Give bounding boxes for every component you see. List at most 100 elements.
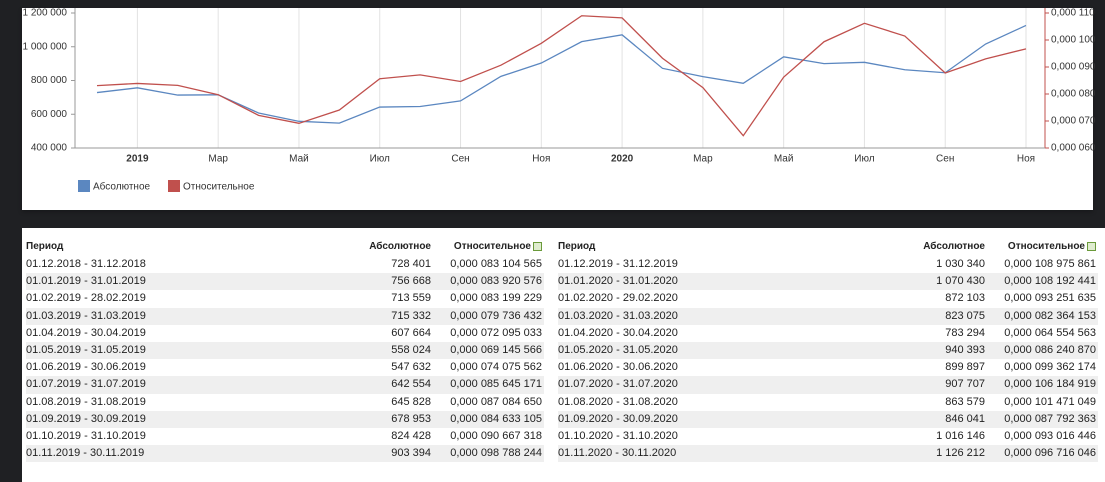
header-relative-text: Относительное	[453, 241, 531, 252]
table-row: 01.07.2019 - 31.07.2019 642 554 0,000 085 …	[26, 376, 544, 394]
header-relative: Относительное	[454, 238, 542, 256]
x-tick-label: Июл	[854, 154, 874, 165]
y2-tick-label: 0,000 060	[1051, 143, 1096, 154]
legend-label: Относительное	[183, 182, 255, 193]
cell-absolute: 715 332	[391, 309, 431, 322]
table-row: 01.10.2020 - 31.10.2020 1 016 146 0,000 09…	[558, 428, 1098, 445]
cell-relative: 0,000 064 554 563	[1004, 326, 1096, 339]
cell-absolute: 756 668	[391, 275, 431, 288]
cell-absolute: 1 016 146	[936, 429, 985, 442]
data-table: Период Абсолютное Относительное 01.12.2019 …	[558, 238, 1098, 463]
info-icon[interactable]	[533, 241, 542, 251]
cell-period: 01.02.2020 - 29.02.2020	[558, 292, 678, 305]
cell-relative: 0,000 093 016 446	[1004, 429, 1096, 442]
cell-relative: 0,000 106 184 919	[1004, 378, 1096, 391]
table-row: 01.12.2019 - 31.12.2019 1 030 340 0,000 10…	[558, 256, 1098, 273]
info-icon[interactable]	[1087, 241, 1096, 251]
cell-period: 01.03.2020 - 31.03.2020	[558, 309, 678, 322]
cell-absolute: 645 828	[391, 395, 431, 408]
cell-absolute: 713 559	[391, 292, 431, 305]
cell-relative: 0,000 098 788 244	[450, 447, 542, 460]
table-row: 01.10.2019 - 31.10.2019 824 428 0,000 090 …	[26, 428, 544, 445]
y-tick-label: 400 000	[31, 143, 68, 154]
table-row: 01.02.2020 - 29.02.2020 872 103 0,000 093 …	[558, 290, 1098, 307]
y2-tick-label: 0,000 080	[1051, 89, 1096, 100]
header-period: Период	[558, 241, 596, 252]
cell-absolute: 863 579	[945, 395, 985, 408]
x-tick-label: Мар	[693, 154, 713, 165]
series-line	[96, 24, 1027, 124]
header-period: Период	[26, 241, 64, 252]
cell-absolute: 642 554	[391, 378, 431, 391]
cell-relative: 0,000 074 075 562	[450, 361, 542, 374]
cell-absolute: 728 401	[391, 258, 431, 270]
cell-period: 01.04.2019 - 30.04.2019	[26, 326, 146, 339]
table-row: 01.03.2020 - 31.03.2020 823 075 0,000 082 …	[558, 307, 1098, 325]
cell-absolute: 824 428	[391, 429, 431, 442]
legend-swatch	[78, 180, 90, 192]
series-line	[96, 15, 1027, 137]
cell-absolute: 903 394	[391, 447, 431, 460]
cell-period: 01.05.2020 - 31.05.2020	[558, 343, 678, 356]
header-relative: Относительное	[1008, 238, 1096, 256]
table-row: 01.09.2020 - 30.09.2020 846 041 0,000 087 …	[558, 410, 1098, 428]
cell-relative: 0,000 086 240 870	[1004, 343, 1096, 356]
cell-relative: 0,000 093 251 635	[1004, 292, 1096, 305]
table-row: 01.02.2019 - 28.02.2019 713 559 0,000 083 …	[26, 290, 544, 307]
x-tick-label: Май	[289, 154, 309, 165]
cell-relative: 0,000 069 145 566	[450, 343, 542, 356]
cell-relative: 0,000 082 364 153	[1004, 309, 1096, 322]
cell-relative: 0,000 085 645 171	[450, 378, 542, 391]
cell-relative: 0,000 083 199 229	[450, 292, 542, 305]
cell-absolute: 846 041	[945, 412, 985, 425]
chart: 2019 Мар Май Июл Сен Ноя 2020 Мар Май Июл Сен Ноя 40…	[23, 8, 1096, 193]
table-row: 01.03.2019 - 31.03.2019 715 332 0,000 079 …	[26, 307, 544, 325]
table-row: 01.06.2019 - 30.06.2019 547 632 0,000 074 …	[26, 359, 544, 376]
cell-period: 01.01.2019 - 31.01.2019	[26, 275, 146, 288]
cell-absolute: 783 294	[945, 326, 985, 339]
cell-absolute: 1 126 212	[936, 447, 985, 460]
cell-absolute: 558 024	[391, 343, 431, 356]
table-row: 01.05.2020 - 31.05.2020 940 393 0,000 086 …	[558, 341, 1098, 360]
table-header: Период Абсолютное Относительное	[558, 238, 1098, 256]
table-row: 01.09.2019 - 30.09.2019 678 953 0,000 084 …	[26, 410, 544, 428]
y-tick-label: 600 000	[31, 109, 68, 120]
cell-relative: 0,000 108 975 861	[1004, 258, 1096, 270]
table-row: 01.01.2019 - 31.01.2019 756 668 0,000 083 …	[26, 273, 544, 291]
header-absolute: Абсолютное	[923, 241, 985, 252]
cell-period: 01.06.2019 - 30.06.2019	[26, 361, 146, 374]
cell-relative: 0,000 072 095 033	[450, 326, 542, 339]
cell-period: 01.11.2019 - 30.11.2019	[26, 447, 145, 460]
cell-period: 01.02.2019 - 28.02.2019	[26, 292, 146, 305]
cell-period: 01.10.2020 - 31.10.2020	[558, 429, 678, 442]
y2-tick-label: 0,000 100	[1051, 35, 1096, 46]
cell-relative: 0,000 079 736 432	[450, 309, 542, 322]
legend-label: Абсолютное	[93, 181, 151, 193]
cell-period: 01.03.2019 - 31.03.2019	[26, 309, 146, 322]
x-tick-label: Ноя	[532, 154, 550, 165]
x-tick-label: 2020	[611, 154, 634, 165]
table-row: 01.06.2020 - 30.06.2020 899 897 0,000 099 …	[558, 359, 1098, 376]
x-tick-label: 2019	[126, 154, 149, 165]
x-tick-label: Май	[774, 154, 794, 165]
x-tick-label: Сен	[451, 154, 469, 165]
cell-period: 01.12.2019 - 31.12.2019	[558, 258, 678, 270]
cell-period: 01.10.2019 - 31.10.2019	[26, 429, 146, 442]
x-tick-label: Июл	[370, 154, 390, 165]
cell-relative: 0,000 084 633 105	[450, 412, 542, 425]
cell-relative: 0,000 090 667 318	[450, 429, 542, 442]
cell-absolute: 872 103	[945, 292, 985, 305]
cell-absolute: 823 075	[945, 309, 985, 322]
cell-period: 01.11.2020 - 30.11.2020	[558, 447, 677, 460]
y2-tick-label: 0,000 090	[1051, 62, 1096, 73]
table-row: 01.08.2019 - 31.08.2019 645 828 0,000 087 …	[26, 394, 544, 411]
cell-relative: 0,000 087 084 650	[450, 395, 542, 408]
cell-absolute: 607 664	[391, 326, 431, 339]
table-row: 01.07.2020 - 31.07.2020 907 707 0,000 106 …	[558, 376, 1098, 394]
table-row: 01.08.2020 - 31.08.2020 863 579 0,000 101 …	[558, 394, 1098, 411]
cell-period: 01.04.2020 - 30.04.2020	[558, 326, 678, 339]
y-tick-label: 800 000	[31, 75, 68, 86]
table-row: 01.04.2019 - 30.04.2019 607 664 0,000 072 …	[26, 325, 544, 342]
cell-relative: 0,000 101 471 049	[1004, 395, 1096, 408]
x-tick-label: Мар	[208, 154, 228, 165]
